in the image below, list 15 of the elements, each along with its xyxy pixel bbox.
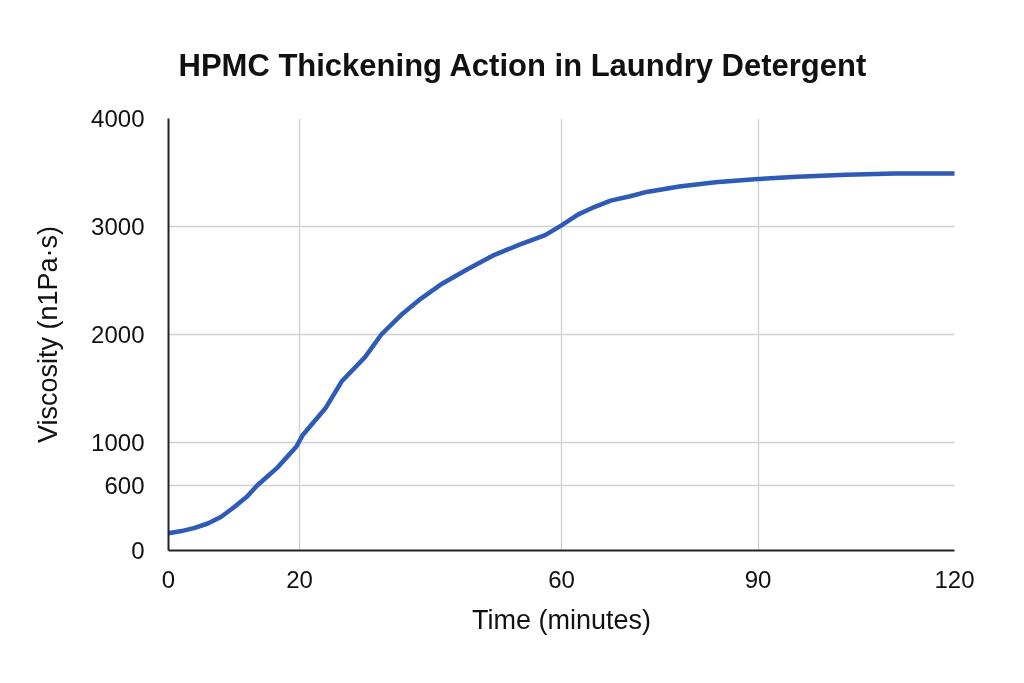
y-tick-label: 2000 xyxy=(91,321,145,348)
line-series xyxy=(168,171,955,536)
x-tick-label: 0 xyxy=(161,565,176,593)
y-tick-label: 3000 xyxy=(91,213,145,240)
y-axis-title: Viscosity (n1Pa·s) xyxy=(33,225,64,444)
x-tick-label: 90 xyxy=(744,565,772,593)
chart-title: HPMC Thickening Action in Laundry Detergent xyxy=(178,47,867,83)
y-tick-label: 600 xyxy=(104,472,145,500)
y-tick-label: 0 xyxy=(131,537,145,564)
x-tick-label: 60 xyxy=(548,565,575,593)
x-axis-title: Time (minutes) xyxy=(471,604,652,635)
x-tick-label: 120 xyxy=(934,565,975,593)
y-tick-label: 1000 xyxy=(91,429,145,456)
y-tick-label: 4000 xyxy=(91,105,145,132)
x-tick-label: 20 xyxy=(286,565,313,593)
